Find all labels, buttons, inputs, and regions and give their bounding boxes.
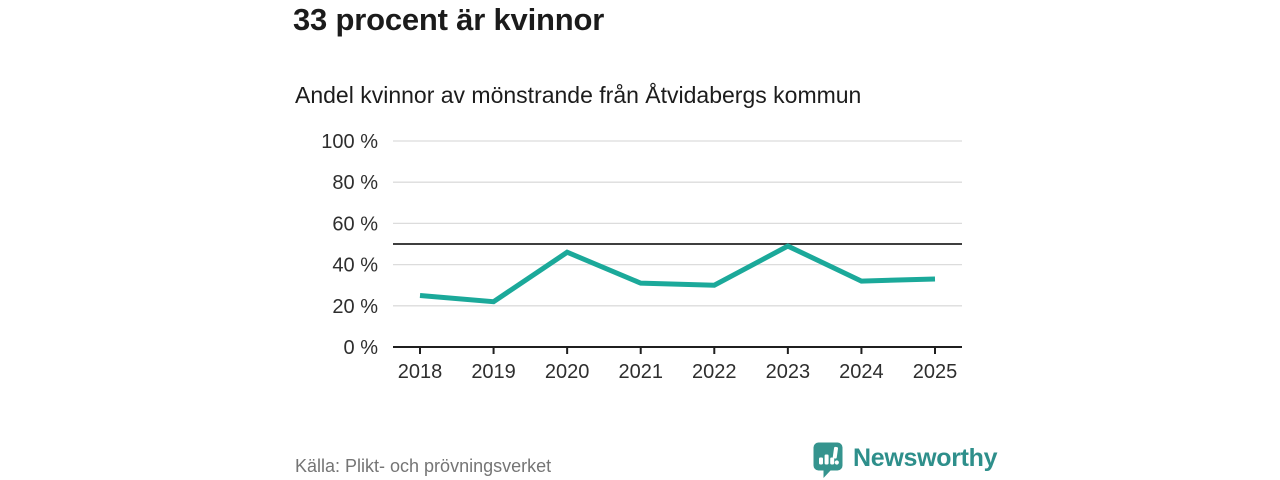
newsworthy-logo-link[interactable]: Newsworthy xyxy=(812,441,998,480)
y-tick-label: 20 % xyxy=(332,296,378,318)
y-tick-label: 80 % xyxy=(332,172,378,194)
x-tick-label: 2022 xyxy=(692,361,737,383)
newsworthy-logo-icon xyxy=(812,441,844,480)
y-tick-label: 0 % xyxy=(344,337,379,359)
chart-subtitle: Andel kvinnor av mönstrande från Åtvidab… xyxy=(295,82,862,108)
x-tick-label: 2020 xyxy=(545,361,590,383)
page-title: 33 procent är kvinnor xyxy=(293,2,605,37)
chart-area: 2018 2019 2020 2021 2022 2023 2024 2025 0 % 20 % 4… xyxy=(280,120,980,390)
source-attribution: Källa: Plikt- och prövningsverket xyxy=(295,456,552,476)
x-tick-label: 2021 xyxy=(618,361,663,383)
x-tick-label: 2019 xyxy=(471,361,515,383)
newsworthy-wordmark: Newsworthy xyxy=(853,444,998,472)
y-tick-label: 60 % xyxy=(332,213,378,235)
x-tick-label: 2024 xyxy=(839,361,884,383)
data-line-andel-kvinnor xyxy=(419,243,936,305)
line-chart: 2018 2019 2020 2021 2022 2023 2024 2025 0 % 20 % 4… xyxy=(321,131,962,383)
y-tick-label: 100 % xyxy=(321,131,378,153)
x-tick-label: 2018 xyxy=(398,361,443,383)
x-tick-label: 2025 xyxy=(913,361,958,383)
y-tick-label: 40 % xyxy=(332,255,378,277)
x-tick-label: 2023 xyxy=(766,361,811,383)
